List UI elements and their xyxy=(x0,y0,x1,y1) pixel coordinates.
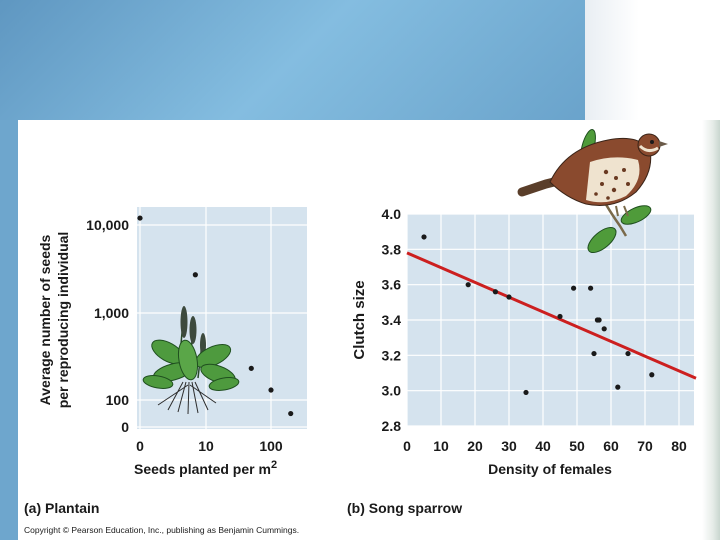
sparrow-points xyxy=(421,234,655,396)
plantain-y-axis-label-line2: per reproducing individual xyxy=(55,232,71,409)
sparrow-x-tick-label: 50 xyxy=(569,438,585,454)
sparrow-x-tick-label: 30 xyxy=(501,438,517,454)
sparrow-x-tick-label: 20 xyxy=(467,438,483,454)
plantain-x-axis-label: Seeds planted per m2 xyxy=(134,459,277,477)
slide-background-blue xyxy=(0,0,585,120)
sparrow-data-point xyxy=(588,285,594,291)
sparrow-data-point xyxy=(571,285,577,291)
song-sparrow-chart: 4.03.83.63.43.23.02.8 0 10 20 30 40 50 60 70 80 … xyxy=(340,129,697,516)
figure-panel: 10,000 1,000 100 0 0 10 100 xyxy=(18,120,702,540)
sparrow-data-point xyxy=(492,289,498,295)
plantain-data-point xyxy=(248,365,254,371)
plantain-panel-label: (a) Plantain xyxy=(24,500,99,516)
plantain-plot-area xyxy=(137,207,307,429)
sparrow-y-tick-label: 4.0 xyxy=(382,206,402,222)
slide-background-right xyxy=(585,0,720,120)
sparrow-data-point xyxy=(557,313,563,320)
plantain-plant-illustration xyxy=(142,306,240,415)
sparrow-y-tick-label: 3.4 xyxy=(382,312,402,328)
sparrow-y-tick-label: 3.2 xyxy=(382,347,402,363)
slide-left-strip xyxy=(0,120,18,540)
sparrow-data-point xyxy=(591,350,597,357)
sparrow-x-tick-label: 80 xyxy=(671,438,687,454)
plantain-y-tick-label: 100 xyxy=(106,392,130,408)
plantain-y-axis-label-line1: Average number of seeds xyxy=(37,234,53,405)
sparrow-x-tick-label: 0 xyxy=(403,438,411,454)
sparrow-panel-label: (b) Song sparrow xyxy=(347,500,462,516)
plantain-x-tick-label: 0 xyxy=(136,438,144,454)
plantain-data-point xyxy=(192,272,198,278)
plantain-y-tick-label: 1,000 xyxy=(94,305,129,321)
sparrow-data-point xyxy=(523,389,529,396)
sparrow-data-point xyxy=(421,234,427,240)
sparrow-data-point xyxy=(506,294,512,300)
sparrow-x-ticks: 0 10 20 30 40 50 60 70 80 xyxy=(403,438,687,454)
sparrow-y-ticks: 4.0 3.8 3.6 3.4 3.2 3.0 2.8 xyxy=(382,206,402,434)
plantain-data-point xyxy=(288,410,294,417)
sparrow-x-axis-label: Density of females xyxy=(488,461,612,477)
sparrow-y-axis-label: Clutch size xyxy=(351,280,368,359)
sparrow-data-point xyxy=(615,384,621,390)
song-sparrow-illustration xyxy=(517,129,668,254)
plantain-x-tick-label: 100 xyxy=(259,438,283,454)
sparrow-y-tick-label: 3.6 xyxy=(382,277,402,293)
sparrow-data-point xyxy=(596,317,602,323)
sparrow-trend-line xyxy=(406,251,697,380)
sparrow-y-tick-label: 3.8 xyxy=(382,241,402,257)
plantain-points xyxy=(137,215,294,417)
plantain-y-tick-label: 10,000 xyxy=(86,217,129,233)
slide-right-strip xyxy=(702,120,720,540)
plantain-data-point xyxy=(137,215,143,221)
plantain-x-tick-label: 10 xyxy=(198,438,214,454)
sparrow-data-point xyxy=(465,282,471,288)
plantain-x-ticks: 0 10 100 xyxy=(136,438,283,454)
sparrow-x-tick-label: 70 xyxy=(637,438,653,454)
sparrow-x-tick-label: 10 xyxy=(433,438,449,454)
plantain-y-tick-label: 0 xyxy=(121,419,129,435)
sparrow-data-point xyxy=(601,326,607,332)
copyright-text: Copyright © Pearson Education, Inc., pub… xyxy=(24,525,299,535)
plantain-chart: 10,000 1,000 100 0 0 10 100 xyxy=(24,207,307,535)
plantain-y-ticks: 10,000 1,000 100 0 xyxy=(86,217,129,435)
plantain-data-point xyxy=(268,387,274,393)
sparrow-data-point xyxy=(649,372,655,378)
sparrow-data-point xyxy=(625,350,631,357)
sparrow-x-tick-label: 40 xyxy=(535,438,551,454)
sparrow-y-tick-label: 3.0 xyxy=(382,383,402,399)
sparrow-y-tick-label: 2.8 xyxy=(382,418,402,434)
sparrow-x-tick-label: 60 xyxy=(603,438,619,454)
